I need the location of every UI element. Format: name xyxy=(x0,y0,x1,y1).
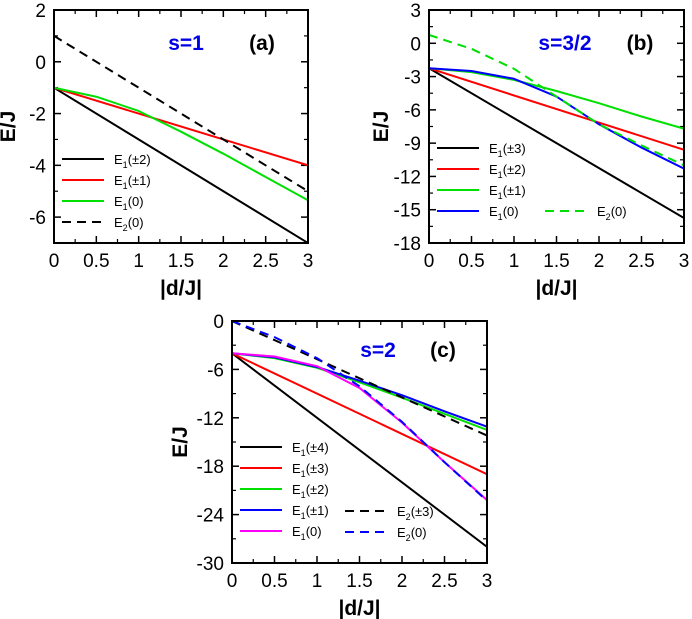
series-group xyxy=(429,34,684,219)
y-tick-label: -15 xyxy=(394,201,421,222)
y-axis-title: E/J xyxy=(0,111,20,143)
legend-label: E2(±3) xyxy=(397,504,434,522)
x-tick-label: 0 xyxy=(227,571,238,592)
x-tick-label: 2 xyxy=(397,571,408,592)
series-line-E2(0) xyxy=(54,35,308,193)
x-tick-label: 0 xyxy=(49,251,60,272)
x-tick-label: 1.5 xyxy=(168,251,194,272)
y-tick-label: -6 xyxy=(207,360,224,381)
y-tick-label: -6 xyxy=(29,208,46,229)
series-line-E1(±1) xyxy=(429,67,684,130)
series-line-E1(±1) xyxy=(54,86,308,167)
y-tick-label: -18 xyxy=(197,457,224,478)
series-line-E2(0) xyxy=(232,321,487,502)
series-line-E1(±2) xyxy=(232,352,487,431)
x-tick-label: 1 xyxy=(312,571,323,592)
y-tick-label: -3 xyxy=(404,68,421,89)
x-tick-label: 3 xyxy=(482,571,493,592)
spin-label: s=2 xyxy=(360,339,396,362)
y-axis-title: E/J xyxy=(169,426,192,458)
y-axis-title: E/J xyxy=(370,111,393,143)
plot-frame xyxy=(53,9,309,244)
legend-label: E2(0) xyxy=(597,204,627,222)
series-line-E2(0) xyxy=(429,34,684,167)
series-line-E1(0) xyxy=(54,86,308,202)
y-tick-label: 2 xyxy=(35,1,46,22)
y-tick-label: -2 xyxy=(29,105,46,126)
plot-frame xyxy=(428,9,685,244)
x-tick-label: 0.5 xyxy=(83,251,109,272)
legend-label: E1(±3) xyxy=(489,141,526,159)
series-line-E1(±2) xyxy=(54,86,308,243)
series-line-E1(±3) xyxy=(429,67,684,219)
x-tick-label: 0 xyxy=(424,251,435,272)
x-tick-label: 0.5 xyxy=(458,251,484,272)
legend-label: E1(±2) xyxy=(114,152,151,170)
x-tick-label: 1.5 xyxy=(543,251,569,272)
x-tick-label: 3 xyxy=(679,251,690,272)
panel-tag: (b) xyxy=(627,32,654,55)
panel-a: 0 0.5 1 1.5 2 2.5 3 2 0 -2 -4 -6 |d/J| E/J s=1 (a) E1(±2… xyxy=(0,1,313,300)
legend-label: E1(0) xyxy=(489,204,519,222)
plot-frame xyxy=(231,320,488,564)
y-tick-label: -12 xyxy=(394,167,421,188)
x-tick-label: 2.5 xyxy=(431,571,457,592)
y-tick-label: 0 xyxy=(213,312,224,333)
series-line-E1(±4) xyxy=(232,352,487,548)
y-tick-label: -24 xyxy=(197,506,225,527)
legend-label: E2(0) xyxy=(397,525,427,543)
y-tick-label: 3 xyxy=(410,1,421,22)
y-tick-label: -4 xyxy=(29,156,46,177)
y-tick-label: 0 xyxy=(35,53,46,74)
y-tick-label: -12 xyxy=(197,409,224,430)
legend-label: E1(0) xyxy=(114,194,144,212)
x-tick-label: 3 xyxy=(303,251,314,272)
legend: E1(±3) E1(±2) E1(±1) E1(0) E2(0) xyxy=(437,141,627,222)
spin-label: s=1 xyxy=(168,32,204,55)
legend-label: E1(±1) xyxy=(489,183,526,201)
legend: E1(±4) E1(±3) E1(±2) E1(±1) E1(0) E2(±3) E2(0) xyxy=(240,440,434,543)
y-tick-label: 0 xyxy=(410,34,421,55)
legend-label: E1(±2) xyxy=(489,162,526,180)
y-tick-label: -6 xyxy=(404,101,421,122)
legend-label: E2(0) xyxy=(114,215,144,233)
legend-label: E1(±1) xyxy=(114,173,151,191)
x-tick-label: 2 xyxy=(594,251,605,272)
spin-label: s=3/2 xyxy=(538,32,591,55)
x-axis-title: |d/J| xyxy=(535,277,577,300)
x-axis-title: |d/J| xyxy=(338,597,380,619)
panel-tag: (a) xyxy=(249,32,275,55)
y-tick-label: -9 xyxy=(404,134,421,155)
legend: E1(±2) E1(±1) E1(0) E2(0) xyxy=(62,152,151,233)
y-tick-label: -30 xyxy=(197,554,224,575)
panel-b: 0 0.5 1 1.5 2 2.5 3 3 0 -3 -6 -9 -12 -15 -18 |d/J| E/J s=… xyxy=(370,1,689,300)
series-line-E1(0) xyxy=(232,352,487,501)
series-line-E2(±3) xyxy=(232,321,487,437)
series-line-E1(±2) xyxy=(429,67,684,151)
x-tick-label: 1.5 xyxy=(346,571,372,592)
x-tick-label: 0.5 xyxy=(261,571,287,592)
x-tick-label: 1 xyxy=(133,251,144,272)
panel-tag: (c) xyxy=(430,339,456,362)
x-axis-title: |d/J| xyxy=(160,277,202,300)
series-line-E1(±3) xyxy=(232,352,487,476)
x-tick-label: 2 xyxy=(218,251,229,272)
legend-label: E1(0) xyxy=(292,524,322,542)
series-group xyxy=(232,321,487,548)
x-tick-label: 1 xyxy=(509,251,520,272)
legend-label: E1(±3) xyxy=(292,461,329,479)
legend-label: E1(±2) xyxy=(292,482,329,500)
series-group xyxy=(54,35,308,243)
legend-label: E1(±1) xyxy=(292,503,329,521)
y-tick-label: -18 xyxy=(394,234,421,255)
panel-c: 0 0.5 1 1.5 2 2.5 3 0 -6 -12 -18 -24 -30 |d/J| E/J s=2 (… xyxy=(169,312,492,619)
legend-label: E1(±4) xyxy=(292,440,329,458)
x-tick-label: 2.5 xyxy=(252,251,278,272)
x-tick-label: 2.5 xyxy=(628,251,654,272)
